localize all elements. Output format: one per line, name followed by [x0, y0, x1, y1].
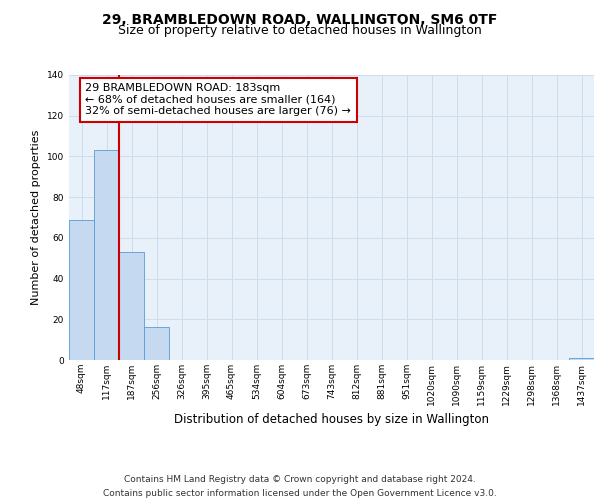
X-axis label: Distribution of detached houses by size in Wallington: Distribution of detached houses by size …: [174, 413, 489, 426]
Y-axis label: Number of detached properties: Number of detached properties: [31, 130, 41, 305]
Bar: [69, 220, 94, 360]
Bar: [144, 328, 169, 360]
Text: Contains HM Land Registry data © Crown copyright and database right 2024.
Contai: Contains HM Land Registry data © Crown c…: [103, 476, 497, 498]
Text: Size of property relative to detached houses in Wallington: Size of property relative to detached ho…: [118, 24, 482, 37]
Bar: [119, 252, 144, 360]
Text: 29 BRAMBLEDOWN ROAD: 183sqm
← 68% of detached houses are smaller (164)
32% of se: 29 BRAMBLEDOWN ROAD: 183sqm ← 68% of det…: [85, 83, 351, 116]
Bar: [94, 150, 119, 360]
Text: 29, BRAMBLEDOWN ROAD, WALLINGTON, SM6 0TF: 29, BRAMBLEDOWN ROAD, WALLINGTON, SM6 0T…: [103, 12, 497, 26]
Bar: [569, 358, 594, 360]
